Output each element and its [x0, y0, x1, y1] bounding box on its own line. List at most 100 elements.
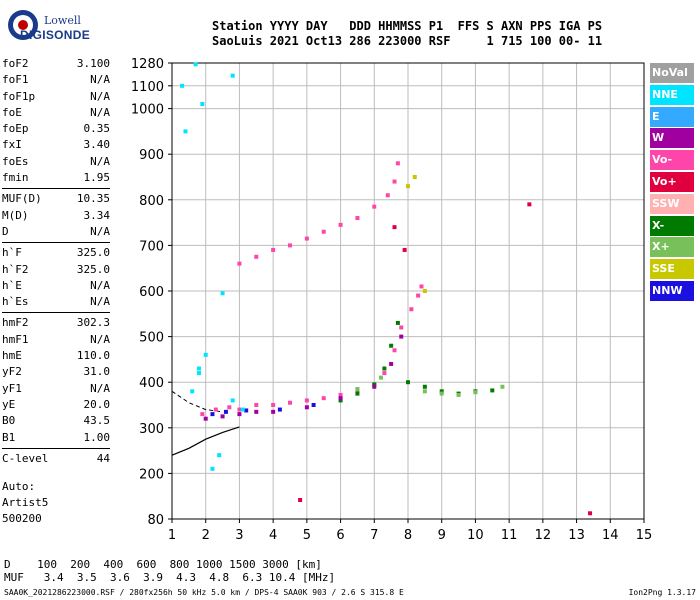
echo-point — [338, 222, 343, 227]
param-divider — [2, 188, 110, 190]
param-label: yF1 — [2, 381, 22, 395]
param-row: yE 20.0 — [2, 397, 110, 413]
x-tick-label: 14 — [602, 528, 619, 543]
echo-point — [399, 334, 404, 339]
param-row: yF1 N/A — [2, 381, 110, 397]
echo-point — [372, 382, 377, 387]
echo-point — [304, 405, 309, 410]
echo-point — [237, 407, 242, 412]
param-value: N/A — [90, 278, 110, 292]
echo-point — [254, 409, 259, 414]
echo-point — [355, 387, 360, 392]
param-label: fmin — [2, 171, 29, 185]
param-row: D N/A — [2, 224, 110, 240]
echo-point — [355, 389, 360, 394]
echo-point — [392, 348, 397, 353]
echo-point — [372, 204, 377, 209]
param-label: foE — [2, 105, 22, 119]
param-value: 31.0 — [83, 365, 111, 379]
y-tick-label: 80 — [147, 513, 164, 528]
echo-point — [271, 247, 276, 252]
legend-item: NoVal — [650, 63, 694, 83]
legend-item: W — [650, 128, 694, 149]
muf-table: D 100 200 400 600 800 1000 1500 3000 [km… — [4, 558, 335, 584]
param-value: N/A — [90, 381, 110, 395]
param-row: foF1 N/A — [2, 72, 110, 88]
param-row: B1 1.00 — [2, 430, 110, 446]
echo-point — [456, 392, 461, 397]
param-label: fxI — [2, 138, 22, 152]
echo-point — [298, 498, 303, 502]
echo-point — [422, 389, 427, 394]
echo-point — [321, 229, 326, 234]
param-row: B0 43.5 — [2, 413, 110, 429]
echo-point — [395, 161, 400, 166]
param-value: N/A — [90, 73, 110, 87]
y-tick-label: 900 — [139, 148, 164, 163]
echo-point — [210, 412, 215, 417]
echo-point — [406, 184, 410, 189]
echo-point — [406, 380, 410, 385]
legend-item: NNW — [650, 280, 694, 301]
param-value: N/A — [90, 105, 110, 119]
param-row: fxI 3.40 — [2, 137, 110, 153]
echo-point — [382, 366, 387, 371]
param-value: N/A — [90, 224, 110, 238]
y-tick-label: 500 — [139, 331, 164, 346]
echo-point — [288, 400, 292, 405]
param-divider — [2, 312, 110, 314]
echo-point — [372, 382, 377, 387]
param-label: foF1 — [2, 73, 29, 87]
y-tick-label: 1100 — [131, 80, 164, 95]
echo-point — [379, 375, 384, 380]
param-value: 0.35 — [83, 122, 111, 136]
param-row: M(D) 3.34 — [2, 208, 110, 224]
echo-point — [196, 371, 201, 376]
globe-logo-icon — [8, 10, 38, 40]
echo-point — [338, 398, 343, 403]
echo-point — [382, 371, 387, 376]
echo-point — [389, 361, 394, 366]
x-tick-label: 8 — [404, 528, 412, 543]
echo-point — [355, 391, 360, 396]
echo-point — [237, 412, 242, 417]
echo-point — [230, 398, 235, 403]
legend-item: SSW — [650, 193, 694, 214]
echo-point — [240, 407, 245, 412]
echo-point — [409, 307, 414, 312]
param-value: 3.40 — [83, 138, 111, 152]
echo-point — [190, 389, 195, 394]
param-row: hmF1 N/A — [2, 332, 110, 348]
footer-file-info: SAA0K_2021286223000.RSF / 280fx256h 50 k… — [4, 588, 404, 597]
y-tick-label: 600 — [139, 285, 164, 300]
echo-point — [321, 396, 326, 401]
logo-text-lowell: Lowell — [44, 14, 81, 27]
param-value: 3.34 — [83, 208, 111, 222]
param-label: hmF2 — [2, 316, 29, 330]
param-value: 1.00 — [83, 430, 111, 444]
param-label: C-level — [2, 451, 49, 465]
x-tick-label: 4 — [269, 528, 277, 543]
echo-point — [355, 216, 360, 221]
x-tick-label: 6 — [336, 528, 344, 543]
param-label: h`F — [2, 246, 22, 260]
echo-point — [395, 320, 400, 325]
echo-point — [304, 398, 309, 403]
param-label: foEs — [2, 154, 29, 168]
echo-point — [338, 392, 343, 397]
echo-point — [439, 391, 444, 396]
echo-point — [213, 407, 218, 412]
param-value: N/A — [90, 154, 110, 168]
echo-point — [223, 409, 228, 414]
echo-point — [338, 396, 343, 401]
param-divider — [2, 242, 110, 244]
autoscale-line-1: Auto: — [2, 480, 36, 493]
x-tick-label: 12 — [535, 528, 552, 543]
echo-point — [271, 409, 276, 414]
echo-point — [277, 407, 282, 412]
profile-extrapolation — [171, 390, 223, 413]
param-value: 20.0 — [83, 397, 111, 411]
param-row: fmin 1.95 — [2, 170, 110, 186]
muf-distance-row: D 100 200 400 600 800 1000 1500 3000 [km… — [4, 558, 322, 571]
param-row: h`E N/A — [2, 278, 110, 294]
